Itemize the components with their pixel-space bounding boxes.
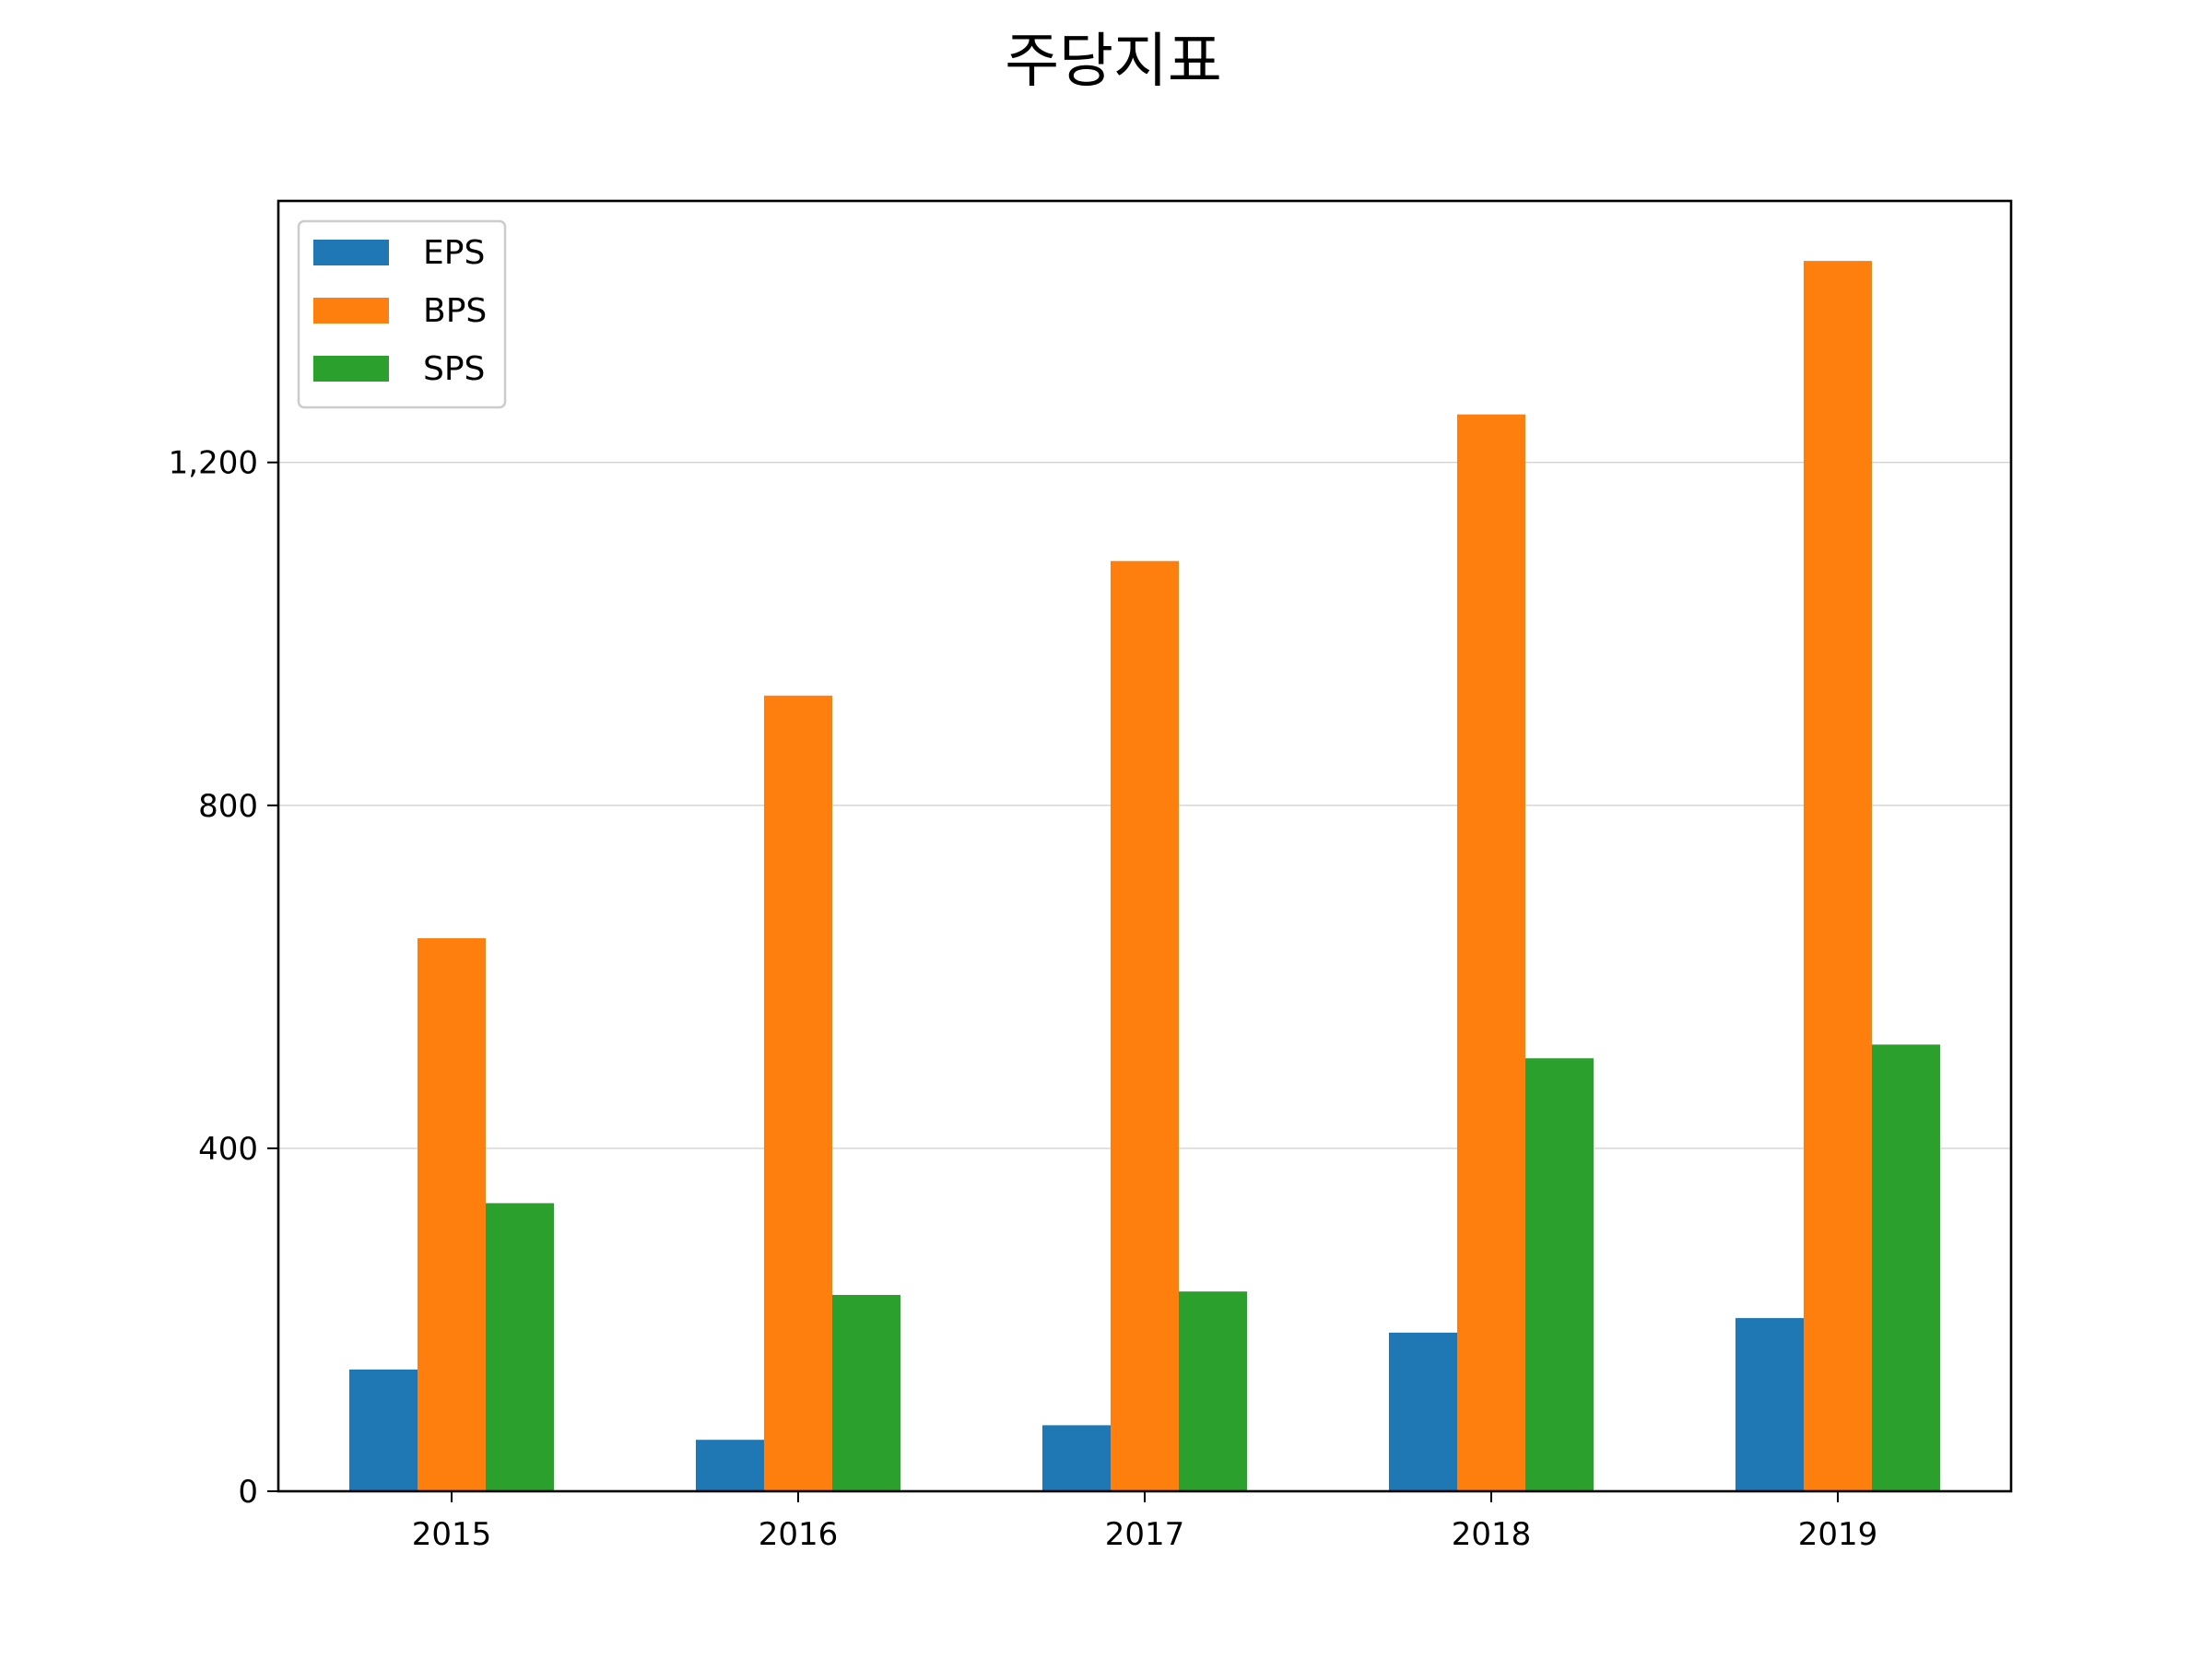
- bar-sps-2017: [1179, 1291, 1247, 1491]
- y-tick-label: 0: [238, 1474, 258, 1511]
- bar-eps-2019: [1735, 1318, 1804, 1491]
- legend-label-eps: EPS: [423, 234, 485, 272]
- bar-sps-2018: [1525, 1058, 1594, 1491]
- bar-sps-2019: [1872, 1044, 1940, 1491]
- bar-eps-2018: [1389, 1332, 1457, 1491]
- legend-label-bps: BPS: [423, 292, 487, 330]
- bar-bps-2015: [418, 938, 486, 1491]
- y-tick-label: 1,200: [169, 445, 258, 482]
- bar-bps-2019: [1804, 261, 1872, 1492]
- bar-bps-2017: [1111, 560, 1179, 1491]
- legend-swatch-sps: [313, 356, 389, 382]
- y-tick-label: 400: [198, 1131, 258, 1168]
- bar-bps-2018: [1457, 414, 1525, 1491]
- x-tick-label: 2019: [1798, 1516, 1878, 1553]
- x-tick-label: 2017: [1105, 1516, 1185, 1553]
- x-axis: 2015 2016 2017 2018 2019: [412, 1491, 1878, 1553]
- x-tick-label: 2015: [412, 1516, 492, 1553]
- legend-label-sps: SPS: [423, 350, 485, 388]
- legend: EPS BPS SPS: [297, 219, 507, 409]
- legend-swatch-eps: [313, 240, 389, 265]
- bar-bps-2016: [764, 695, 832, 1491]
- x-tick-label: 2018: [1452, 1516, 1532, 1553]
- legend-swatch-bps: [313, 298, 389, 324]
- x-tick-label: 2016: [759, 1516, 839, 1553]
- chart-title: 주당지표: [1005, 28, 1222, 96]
- bars: [349, 261, 1940, 1492]
- bar-eps-2016: [696, 1440, 764, 1491]
- bar-sps-2015: [486, 1203, 554, 1491]
- bar-eps-2015: [349, 1369, 418, 1491]
- bar-eps-2017: [1042, 1425, 1111, 1491]
- bar-sps-2016: [832, 1294, 900, 1491]
- y-tick-label: 800: [198, 788, 258, 825]
- y-axis: 0 400 800 1,200: [169, 445, 278, 1511]
